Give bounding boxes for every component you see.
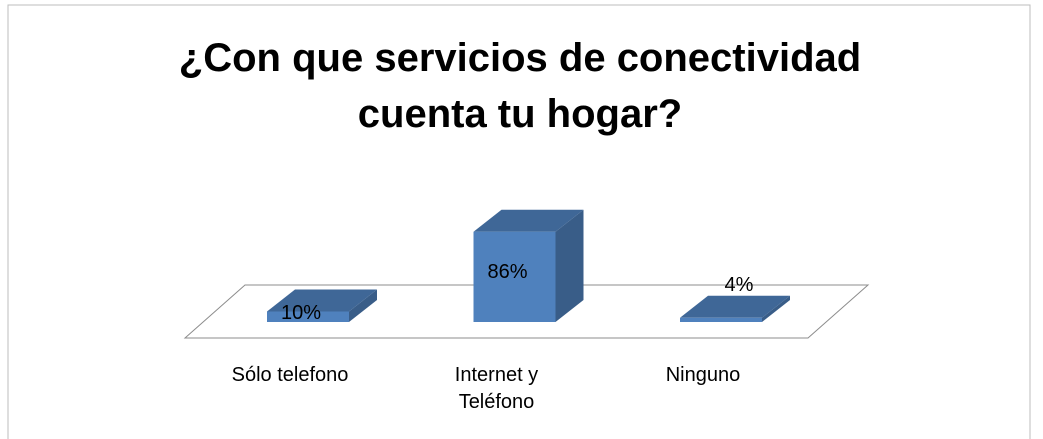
data-label: 86% [487, 261, 527, 283]
bar-side [762, 295, 790, 322]
x-tick-label: Internet y Teléfono [454, 364, 539, 413]
x-tick-label: Ninguno [665, 364, 741, 386]
frame [7, 4, 1031, 439]
bar [473, 231, 556, 322]
chart-title: ¿Con que servicios de conectividad cuent… [178, 36, 862, 136]
bar-side [349, 289, 377, 322]
bar [680, 317, 762, 322]
bar-top [680, 295, 790, 318]
bar-side [555, 209, 584, 322]
x-tick-label: Sólo telefono [231, 364, 349, 386]
bar-top [473, 209, 584, 232]
bar-top [267, 289, 377, 312]
bar [267, 311, 349, 322]
data-label: 10% [281, 302, 321, 324]
data-label: 4% [725, 274, 754, 296]
